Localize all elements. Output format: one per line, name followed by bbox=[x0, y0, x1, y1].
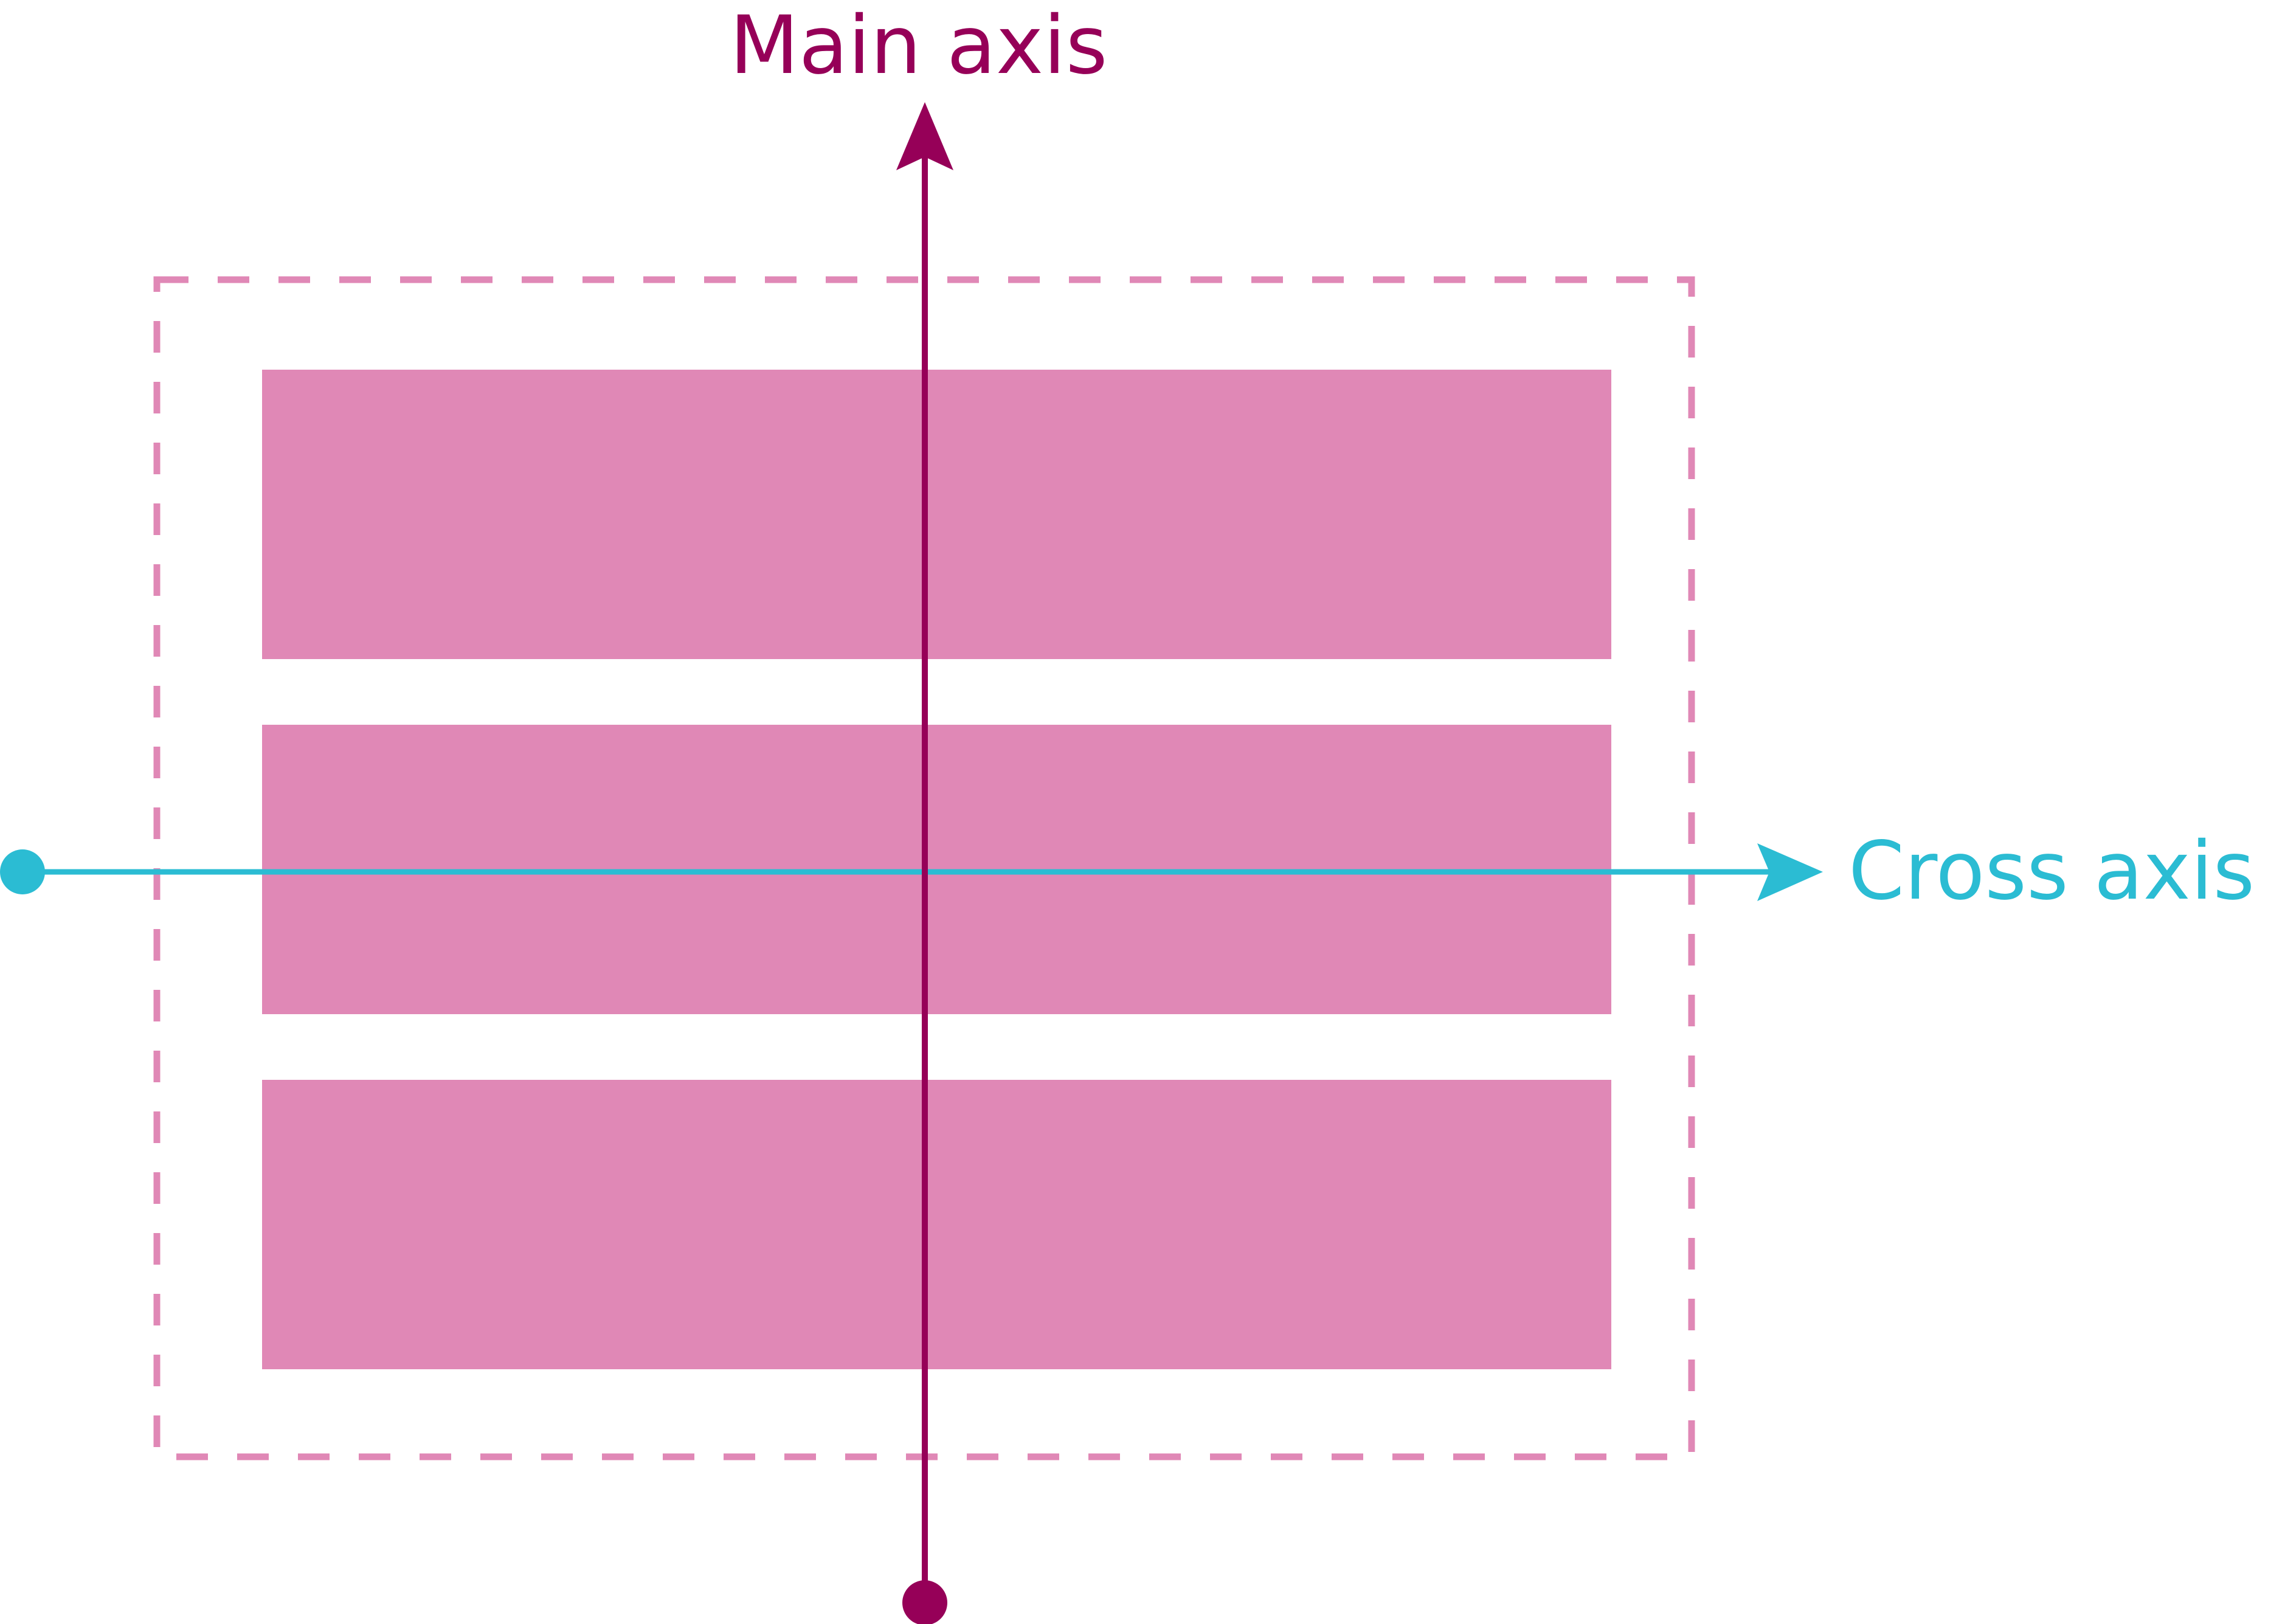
main-axis bbox=[896, 102, 953, 1624]
main-axis-label: Main axis bbox=[730, 0, 1108, 92]
flex-item-1 bbox=[262, 370, 1611, 659]
cross-axis-arrowhead bbox=[1757, 843, 1823, 901]
cross-axis-label: Cross axis bbox=[1848, 824, 2255, 918]
main-axis-origin-dot bbox=[902, 1580, 947, 1624]
cross-axis bbox=[0, 843, 1823, 901]
main-axis-arrowhead bbox=[896, 102, 953, 170]
flex-item-3 bbox=[262, 1080, 1611, 1369]
